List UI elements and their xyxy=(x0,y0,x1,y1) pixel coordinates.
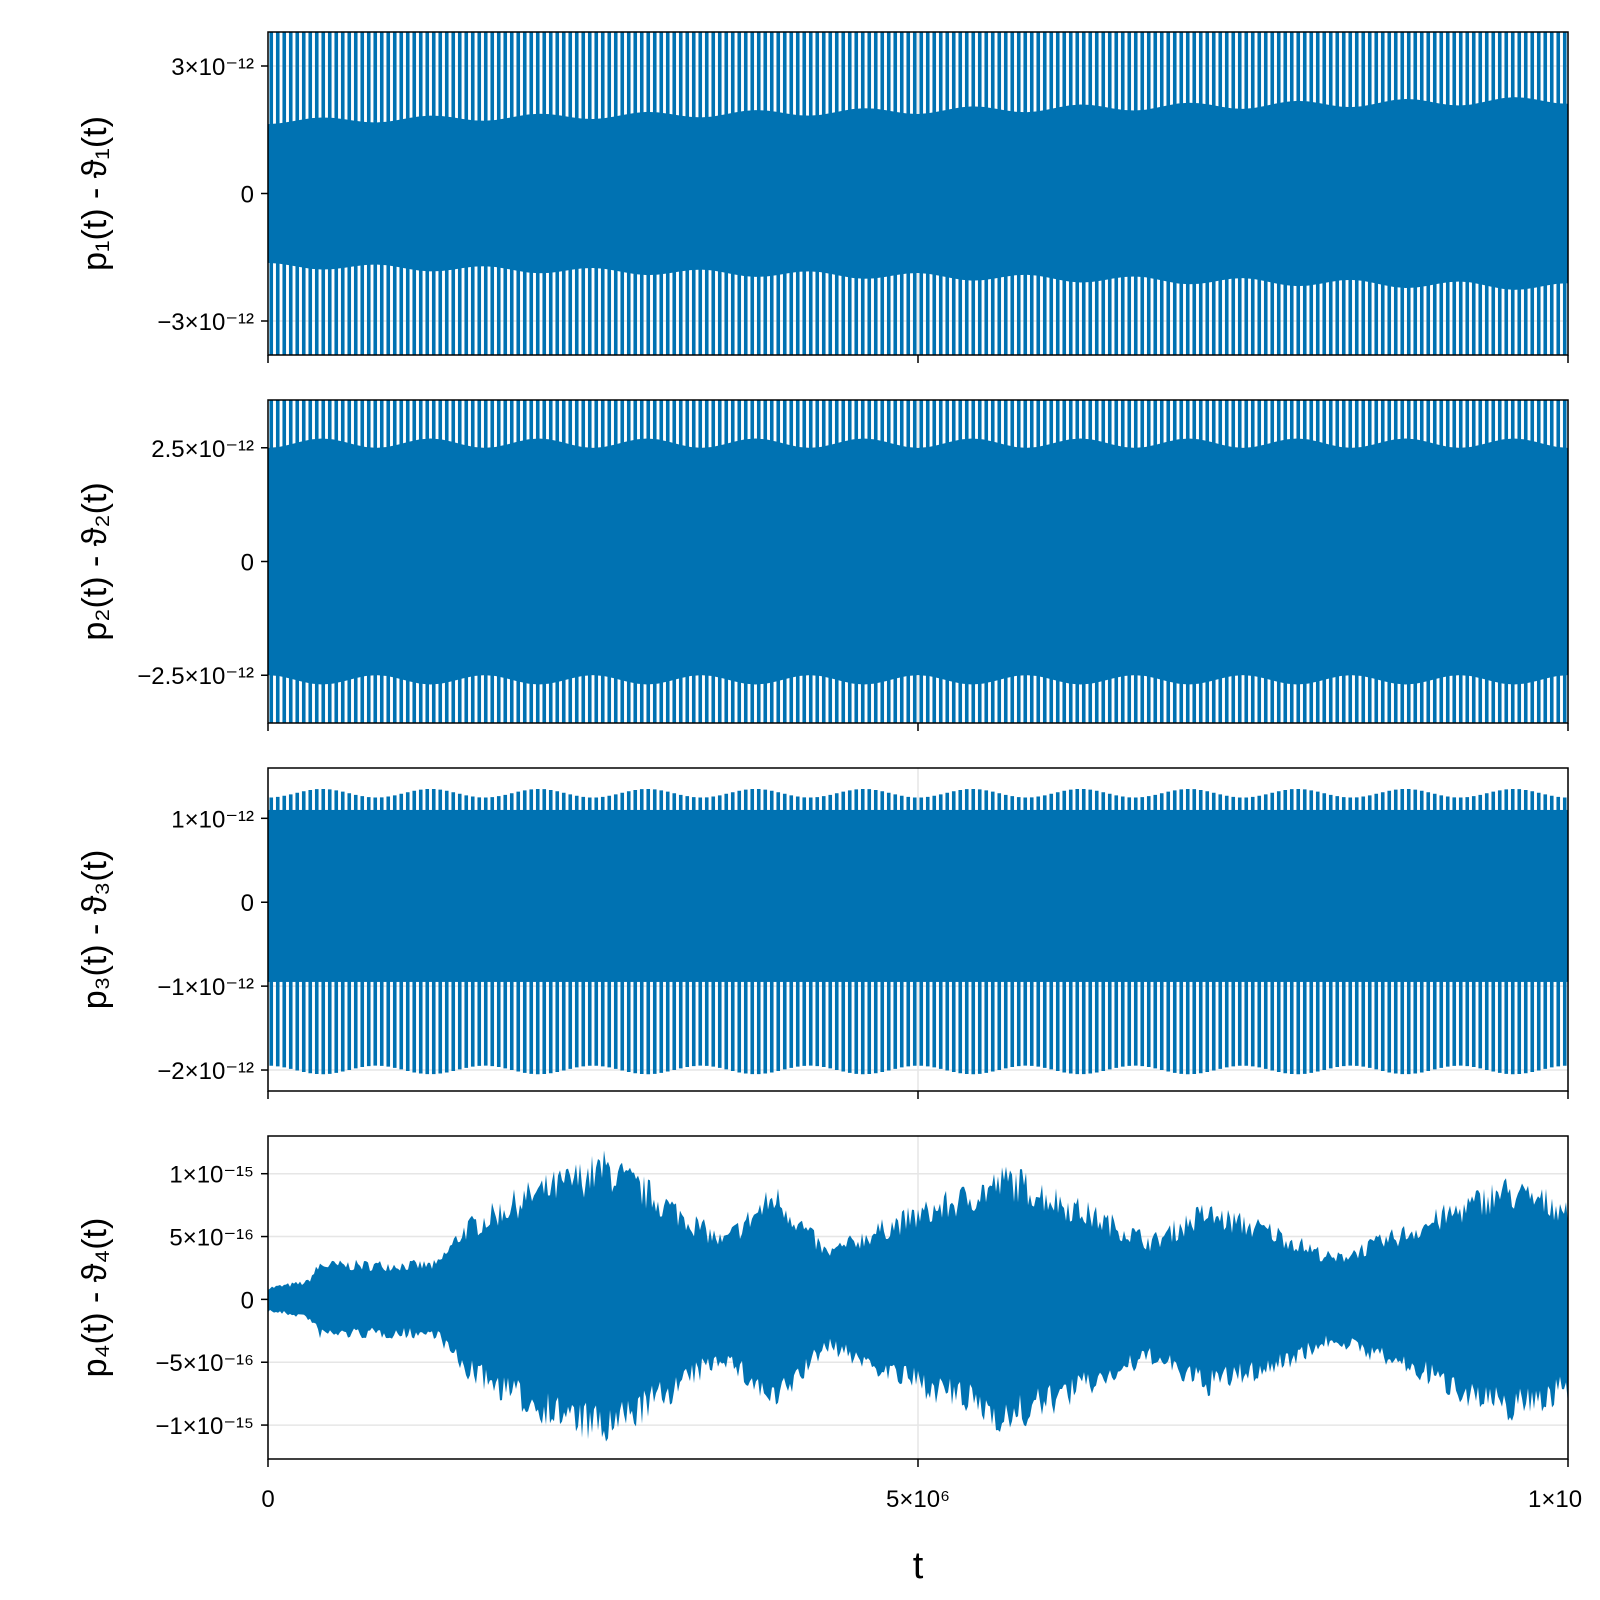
inner-band xyxy=(268,438,1568,685)
x-tick-label: 5×10⁶ xyxy=(886,1486,950,1513)
y-tick-label: 1×10⁻¹⁵ xyxy=(169,1162,254,1189)
y-tick-label: 1×10⁻¹² xyxy=(171,806,254,833)
series-4 xyxy=(268,1150,1568,1442)
core-band xyxy=(268,159,1568,228)
y-tick-label: −2×10⁻¹² xyxy=(157,1058,254,1085)
x-tick-label: 0 xyxy=(261,1486,274,1513)
y-tick-label: −1×10⁻¹⁵ xyxy=(155,1413,254,1440)
panel-3: 1×10⁻¹² 0 −1×10⁻¹² −2×10⁻¹² p₃(t) - ϑ₃(t) xyxy=(76,767,1569,1099)
x-axis-title: t xyxy=(913,1545,924,1587)
y-axis-title: p₄(t) - ϑ₄(t) xyxy=(76,1218,114,1378)
noise-envelope xyxy=(268,1150,1568,1442)
y-tick-label: 2.5×10⁻¹² xyxy=(151,436,254,463)
panel-2: 2.5×10⁻¹² 0 −2.5×10⁻¹² p₂(t) - ϑ₂(t) xyxy=(76,399,1569,731)
panel-1: 3×10⁻¹² 0 −3×10⁻¹² p₁(t) - ϑ₁(t) xyxy=(76,31,1569,363)
series-1 xyxy=(268,32,1568,355)
panel-4: 1×10⁻¹⁵ 5×10⁻¹⁶ 0 −5×10⁻¹⁶ −1×10⁻¹⁵ p₄(t) - ϑ… xyxy=(76,1135,1582,1587)
y-tick-label: −3×10⁻¹² xyxy=(157,309,254,336)
inner-band xyxy=(268,809,1568,982)
y-tick-label: 0 xyxy=(241,1287,254,1314)
y-axis-title: p₃(t) - ϑ₃(t) xyxy=(76,850,114,1010)
y-tick-label: −2.5×10⁻¹² xyxy=(137,663,254,690)
y-tick-label: 0 xyxy=(241,550,254,577)
y-tick-label: 0 xyxy=(241,182,254,209)
series-2 xyxy=(268,400,1568,723)
series-3 xyxy=(268,788,1568,1075)
y-axis-title: p₂(t) - ϑ₂(t) xyxy=(76,482,114,640)
y-tick-label: −5×10⁻¹⁶ xyxy=(155,1350,254,1377)
y-tick-label: 3×10⁻¹² xyxy=(171,54,254,81)
y-tick-label: 5×10⁻¹⁶ xyxy=(169,1225,254,1252)
y-tick-label: −1×10⁻¹² xyxy=(157,974,254,1001)
x-tick-label: 1×10 xyxy=(1528,1486,1582,1513)
y-tick-label: 0 xyxy=(241,890,254,917)
y-axis-title: p₁(t) - ϑ₁(t) xyxy=(76,116,114,271)
